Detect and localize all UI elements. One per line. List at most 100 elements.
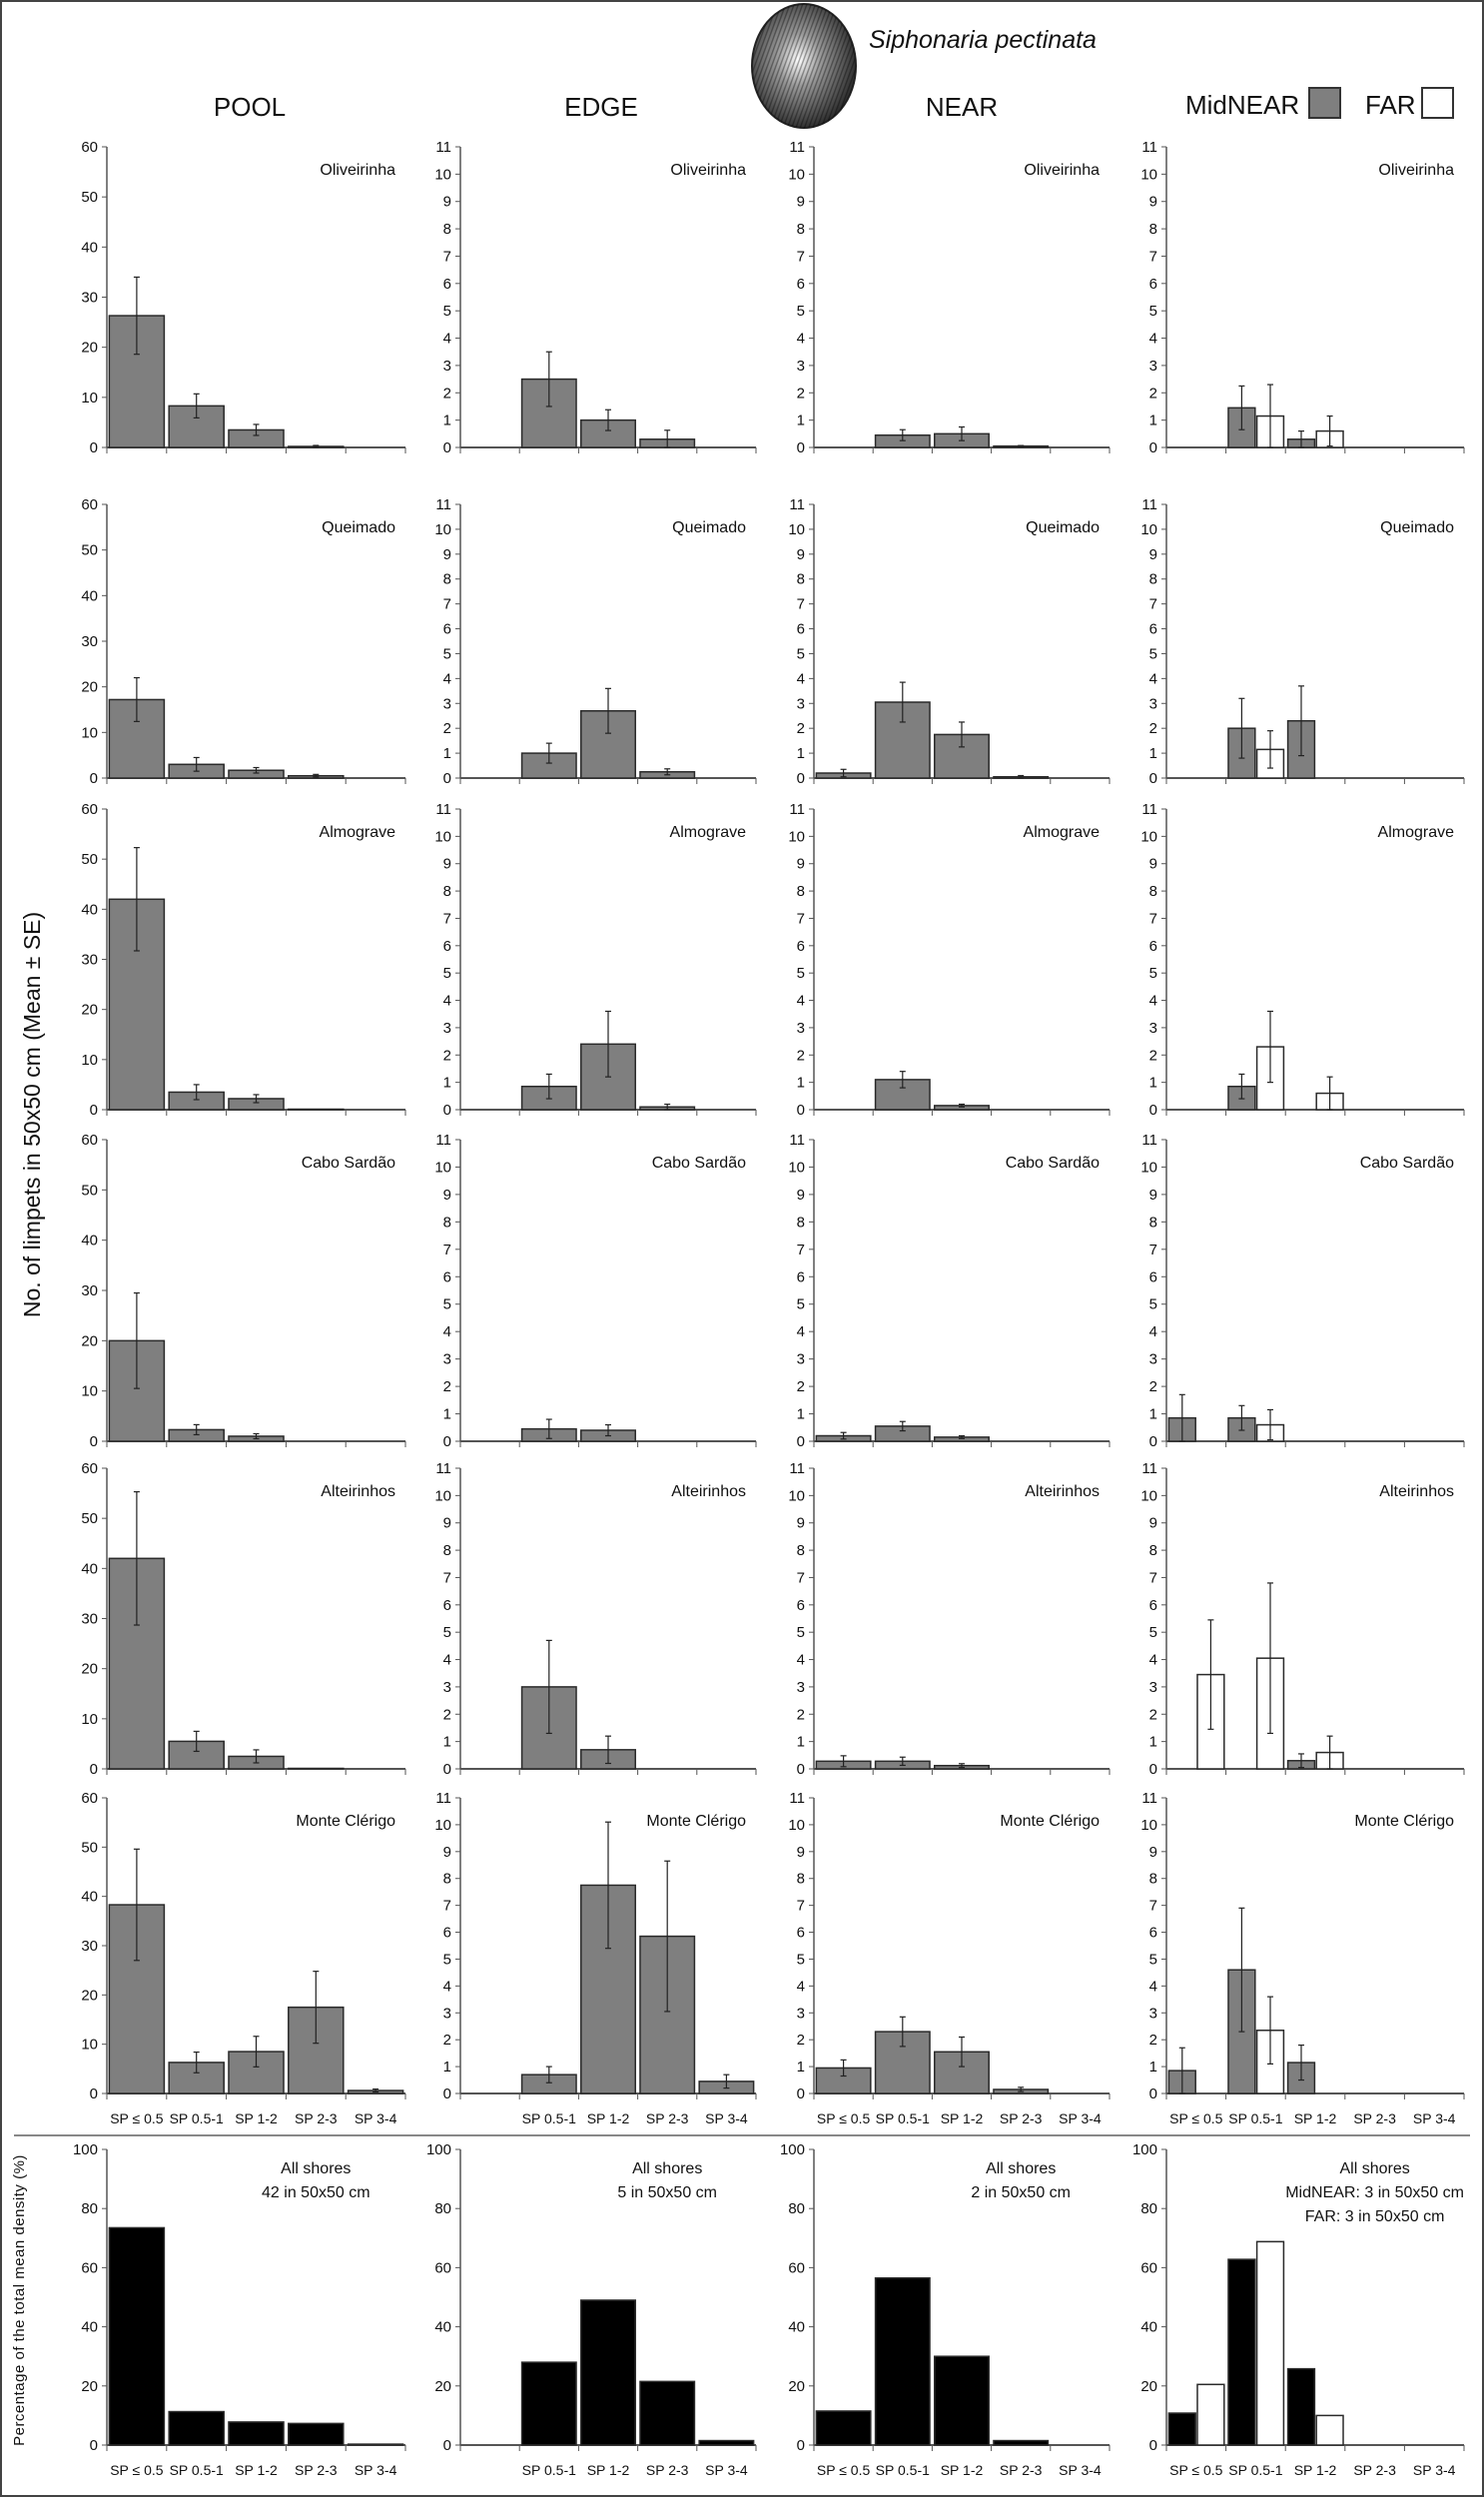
y-tick-label: 10 [434, 1487, 451, 1504]
y-tick-label: 11 [435, 139, 451, 156]
y-tick-label: 7 [1149, 596, 1157, 613]
x-tick-label: SP ≤ 0.5 [1169, 2110, 1223, 2126]
x-tick-label: SP ≤ 0.5 [817, 2462, 871, 2478]
shore-label: Monte Clérigo [1354, 1813, 1454, 1830]
y-tick-label: 11 [1141, 1790, 1157, 1807]
y-tick-label: 9 [1149, 546, 1157, 563]
y-tick-label: 0 [443, 439, 451, 456]
y-tick-label: 10 [788, 828, 805, 845]
bar-midnear [639, 2380, 696, 2446]
y-tick-label: 7 [797, 1242, 805, 1258]
y-tick-label: 20 [81, 1332, 98, 1349]
y-tick-label: 4 [1149, 1978, 1157, 1995]
y-tick-label: 2 [1149, 1047, 1157, 1064]
y-tick-label: 60 [1140, 2259, 1157, 2276]
y-tick-label: 3 [1149, 695, 1157, 712]
y-tick-label: 100 [1132, 2141, 1157, 2158]
y-tick-label: 7 [797, 910, 805, 927]
y-tick-label: 6 [1149, 276, 1157, 293]
y-tick-label: 2 [1149, 1378, 1157, 1395]
y-tick-label: 0 [797, 2085, 805, 2102]
legend-swatch-far [1421, 87, 1454, 119]
y-tick-label: 5 [797, 645, 805, 662]
y-tick-label: 10 [434, 521, 451, 538]
y-tick-label: 4 [443, 993, 451, 1010]
y-tick-label: 5 [1149, 1624, 1157, 1641]
panel-edge-5: 0 1 2 3 4 5 6 7 8 9 10 11 SP 0.5-1 SP 1-2 SP 2-3 SP 3-4… [434, 1790, 757, 2126]
y-tick-label: 4 [797, 1978, 805, 1995]
y-tick-label: 2 [443, 720, 451, 737]
y-tick-label: 0 [797, 1761, 805, 1778]
y-tick-label: 80 [788, 2200, 805, 2217]
panel-note: All shores [1339, 2160, 1409, 2177]
shore-label: Cabo Sardão [652, 1155, 746, 1172]
y-tick-label: 9 [1149, 1187, 1157, 1204]
y-tick-label: 11 [435, 801, 451, 818]
y-tick-label: 7 [1149, 1569, 1157, 1586]
y-tick-label: 0 [1149, 1102, 1157, 1119]
y-tick-label: 50 [81, 1839, 98, 1856]
y-axis-label-percentage: Percentage of the total mean density (%) [11, 2154, 28, 2446]
x-tick-label: SP 3-4 [705, 2462, 748, 2478]
shore-label: Queimado [672, 519, 746, 536]
x-tick-label: SP ≤ 0.5 [817, 2110, 871, 2126]
y-tick-label: 1 [1149, 2059, 1157, 2076]
x-tick-label: SP 2-3 [295, 2462, 338, 2478]
y-tick-label: 2 [797, 720, 805, 737]
x-tick-label: SP 0.5-1 [170, 2110, 224, 2126]
y-tick-label: 0 [443, 770, 451, 787]
y-tick-label: 8 [1149, 571, 1157, 588]
shore-label: Cabo Sardão [1006, 1155, 1100, 1172]
y-tick-label: 60 [81, 2259, 98, 2276]
bar-far [1315, 2414, 1344, 2446]
panel-midnear-far-4: 0 1 2 3 4 5 6 7 8 9 10 11 Alteirinhos [1140, 1460, 1465, 1778]
y-tick-label: 9 [443, 1844, 451, 1861]
y-tick-label: 8 [443, 883, 451, 900]
y-tick-label: 5 [1149, 645, 1157, 662]
y-tick-label: 4 [1149, 331, 1157, 348]
y-tick-label: 11 [1141, 1460, 1157, 1477]
panel-near-2: 0 1 2 3 4 5 6 7 8 9 10 11 Almograve [788, 801, 1111, 1119]
y-tick-label: 30 [81, 290, 98, 307]
y-tick-label: 1 [1149, 1075, 1157, 1092]
panel-pool-3: 0 10 20 30 40 50 60 Cabo Sardão [81, 1132, 406, 1450]
bar-midnear [874, 2277, 931, 2446]
y-tick-label: 0 [1149, 770, 1157, 787]
panel-percentage-1: 0 20 40 60 80 100 SP 0.5-1 SP 1-2 SP 2-3 SP 3-4 Al… [426, 2141, 757, 2478]
y-tick-label: 8 [1149, 221, 1157, 238]
y-tick-label: 3 [1149, 1351, 1157, 1368]
y-tick-label: 8 [797, 1871, 805, 1888]
column-title-pool: POOL [214, 92, 286, 122]
panel-edge-4: 0 1 2 3 4 5 6 7 8 9 10 11 Alteirinhos [434, 1460, 757, 1778]
y-tick-label: 60 [81, 1132, 98, 1149]
y-tick-label: 3 [1149, 2005, 1157, 2022]
y-tick-label: 6 [797, 1925, 805, 1942]
bar-midnear [698, 2439, 755, 2446]
y-tick-label: 6 [1149, 938, 1157, 955]
shore-label: Alteirinhos [321, 1483, 395, 1500]
panel-note: All shores [281, 2160, 351, 2177]
bar-midnear [168, 2410, 225, 2446]
y-tick-label: 40 [81, 2319, 98, 2336]
y-tick-label: 3 [443, 695, 451, 712]
y-tick-label: 11 [435, 1132, 451, 1149]
panel-percentage-2: 0 20 40 60 80 100 SP ≤ 0.5 SP 0.5-1 SP 1-2 SP 2-3… [780, 2141, 1111, 2478]
y-tick-label: 40 [81, 1233, 98, 1249]
bar-far [1196, 2383, 1225, 2446]
y-tick-label: 5 [1149, 1296, 1157, 1313]
y-tick-label: 10 [1140, 1487, 1157, 1504]
bar-midnear [1227, 2258, 1256, 2446]
panel-midnear-far-5: 0 1 2 3 4 5 6 7 8 9 10 11 SP ≤ 0.5 SP 0.5-1 SP 1-2 SP 2… [1140, 1790, 1465, 2126]
y-tick-label: 11 [789, 496, 805, 513]
shore-label: Almograve [1024, 824, 1101, 841]
y-tick-label: 30 [81, 1282, 98, 1299]
y-tick-label: 7 [443, 248, 451, 265]
y-tick-label: 1 [443, 413, 451, 429]
y-tick-label: 2 [443, 1047, 451, 1064]
y-tick-label: 0 [797, 1102, 805, 1119]
y-tick-label: 11 [435, 1460, 451, 1477]
y-tick-label: 7 [1149, 248, 1157, 265]
y-tick-label: 4 [443, 331, 451, 348]
y-tick-label: 3 [797, 1679, 805, 1696]
y-tick-label: 60 [434, 2259, 451, 2276]
